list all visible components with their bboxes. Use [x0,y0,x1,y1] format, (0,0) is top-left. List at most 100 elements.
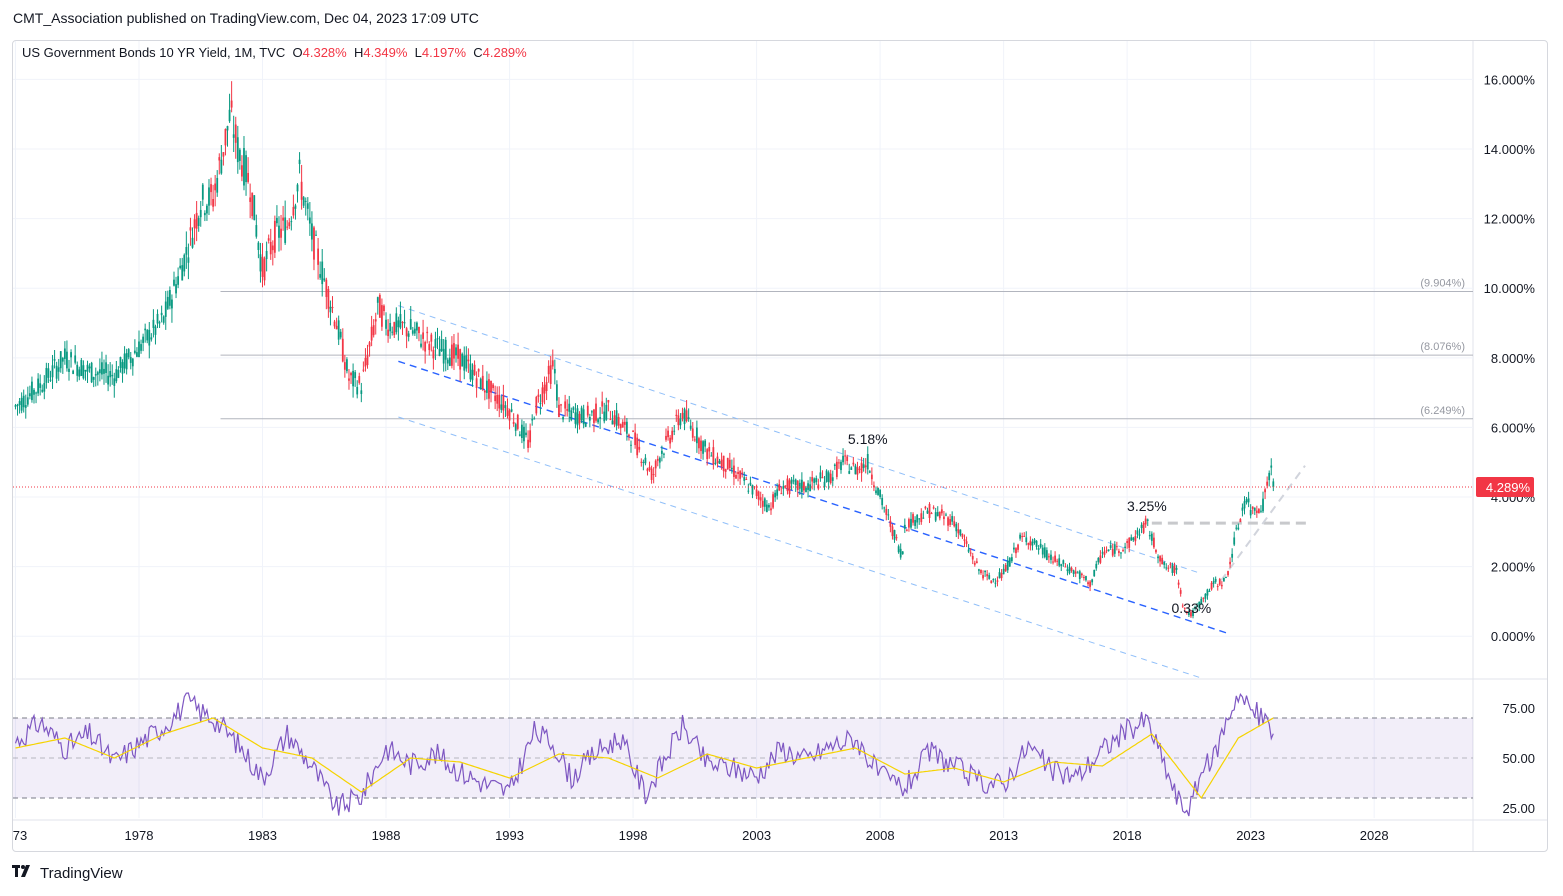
candle-body [545,382,548,392]
candle-body [1128,537,1131,548]
candle-body [1251,506,1254,509]
x-tick-label: 1983 [248,828,277,843]
candle-body [1253,507,1256,511]
candle-body [61,358,64,362]
candle-body [168,289,171,306]
candle-body [681,412,684,419]
candle-body [1019,534,1021,539]
candle-body [166,296,169,309]
candle-body [1072,570,1075,575]
candle-body [481,375,484,390]
candle-body [763,498,766,507]
candle-body [494,395,497,402]
candle-body [1194,606,1196,609]
candle-body [1185,611,1188,614]
candle-body [1206,589,1209,596]
candle-body [360,390,363,394]
candle-body [601,401,604,407]
candle-body [969,552,972,554]
candle-body [1035,540,1038,547]
uptrend-line [1220,465,1306,582]
candle-body [897,546,900,553]
candle-body [356,386,359,395]
candle-body [1169,563,1172,565]
candle-body [720,459,723,467]
candle-body [757,491,760,500]
candle-body [963,539,966,542]
candle-body [504,405,507,409]
candle-body [160,312,163,316]
candle-body [111,374,114,377]
candle-body [922,517,925,519]
candle-body [1239,519,1242,523]
candle-body [531,419,534,421]
candle-body [1033,539,1036,543]
candle-body [914,519,917,526]
candle-body [1095,563,1098,569]
candle-body [726,458,729,470]
candle-body [475,378,478,388]
candle-body [1064,566,1067,568]
candle-body [609,419,612,421]
candle-body [405,328,408,337]
candle-body [214,183,217,191]
candle-body [714,462,717,465]
candle-body [741,472,744,474]
candles-group [14,81,1275,619]
candle-body [1208,590,1211,592]
candle-body [197,217,200,227]
candle-body [553,368,556,374]
candle-body [341,338,344,362]
candle-body [908,519,910,528]
candle-body [1017,544,1019,550]
candle-body [136,352,138,357]
candle-body [792,480,795,482]
candle-body [1113,544,1116,554]
candle-body [864,465,867,468]
candle-body [210,184,212,193]
y-tick-label: 8.000% [1491,351,1536,366]
candle-body [955,523,958,532]
candle-body [1155,550,1157,553]
candle-body [642,461,645,463]
candle-body [866,454,869,470]
candle-body [129,357,132,363]
candle-body [370,326,373,341]
price-annotation: 0.33% [1172,600,1212,616]
candle-body [588,416,591,421]
candle-body [718,460,721,464]
candle-body [667,430,669,438]
candle-body [86,364,89,372]
candle-body [195,212,198,229]
last-price-label: 4.289% [1486,480,1531,495]
candle-body [572,407,575,410]
candle-body [636,437,639,456]
candle-body [68,368,70,372]
chart-legend[interactable]: US Government Bonds 10 YR Yield, 1M, TVC… [22,45,527,60]
candle-body [1058,558,1061,566]
candle-body [613,415,616,425]
tradingview-brand[interactable]: TradingView [12,864,123,883]
candle-body [1212,581,1215,584]
candle-body [152,319,155,328]
candle-body [271,245,274,251]
candle-body [339,331,342,338]
candle-body [1120,552,1122,554]
candle-body [844,455,847,457]
candle-body [399,314,402,328]
candle-body [599,417,602,419]
candle-body [276,217,278,224]
brand-name: TradingView [40,865,123,882]
candle-body [537,394,540,397]
candle-body [951,516,954,522]
candle-body [817,484,820,489]
candle-body [640,461,643,463]
candle-body [833,464,836,466]
candle-body [461,353,464,367]
candle-body [811,477,814,482]
candle-body [656,458,659,461]
candle-body [689,425,692,429]
candle-body [735,475,737,479]
candle-body [920,513,923,523]
